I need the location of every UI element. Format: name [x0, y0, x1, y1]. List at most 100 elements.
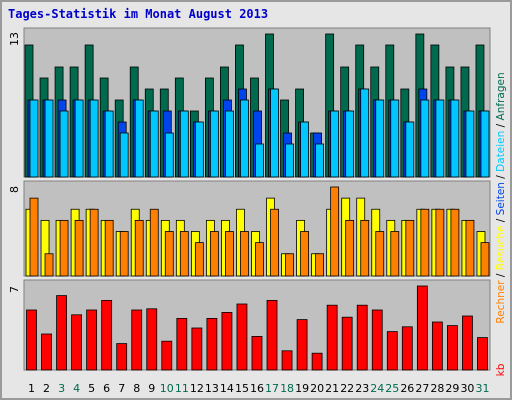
- rechner-bar-20: [315, 253, 325, 277]
- dateien-bar-25: [390, 99, 400, 178]
- dateien-bar-12: [194, 121, 204, 178]
- day-label-29: 29: [445, 382, 459, 395]
- dateien-bar-5: [89, 99, 99, 178]
- day-label-27: 27: [415, 382, 429, 395]
- dateien-bar-9: [149, 110, 159, 178]
- dateien-bar-11: [179, 110, 189, 178]
- kb-bar-23: [356, 304, 368, 371]
- kb-bar-14: [221, 311, 233, 371]
- kb-bar-8: [131, 309, 143, 371]
- dateien-bar-20: [315, 143, 325, 178]
- day-label-1: 1: [28, 382, 35, 395]
- rechner-bar-19: [300, 231, 309, 277]
- dateien-bar-30: [465, 110, 475, 178]
- kb-bar-29: [447, 325, 458, 371]
- day-label-11: 11: [175, 382, 189, 395]
- rechner-bar-6: [104, 219, 114, 277]
- kb-bar-11: [176, 317, 188, 371]
- dateien-bar-17: [270, 88, 279, 178]
- day-label-28: 28: [430, 382, 444, 395]
- rechner-bar-13: [209, 231, 219, 277]
- rechner-bar-2: [44, 253, 54, 277]
- legend-dateien: Dateien: [495, 131, 507, 172]
- rechner-bar-23: [360, 219, 370, 277]
- day-label-24: 24: [370, 382, 384, 395]
- kb-bar-28: [431, 321, 443, 371]
- dateien-bar-2: [44, 99, 54, 178]
- dateien-bar-7: [119, 132, 129, 178]
- kb-bar-12: [191, 327, 203, 371]
- kb-bar-26: [401, 326, 413, 371]
- kb-bar-9: [146, 308, 158, 371]
- rechner-bar-15: [240, 231, 249, 277]
- kb-bar-16: [251, 335, 263, 371]
- day-label-15: 15: [235, 382, 249, 395]
- day-label-23: 23: [355, 382, 369, 395]
- dateien-bar-16: [255, 143, 264, 178]
- kb-bar-31: [477, 337, 488, 371]
- kb-bar-3: [56, 295, 67, 371]
- rechner-bar-18: [285, 253, 294, 277]
- kb-bar-25: [386, 331, 398, 371]
- rechner-bar-22: [345, 219, 355, 277]
- dateien-bar-27: [420, 99, 430, 178]
- rechner-bar-8: [134, 219, 144, 277]
- kb-bar-6: [101, 299, 113, 371]
- legend-seiten: Seiten: [495, 182, 507, 215]
- kb-bar-1: [26, 309, 37, 371]
- day-label-16: 16: [250, 382, 264, 395]
- rechner-bar-9: [149, 208, 159, 277]
- right-legend-upper-separator: /: [495, 120, 507, 130]
- dateien-bar-26: [405, 121, 415, 178]
- right-legend-upper-separator: /: [495, 215, 507, 225]
- day-label-3: 3: [58, 382, 65, 395]
- kb-bar-21: [326, 304, 338, 371]
- kb-bar-22: [341, 316, 353, 371]
- kb-bar-20: [311, 352, 323, 371]
- rechner-bar-7: [119, 231, 129, 277]
- right-legend-upper-separator: /: [495, 172, 507, 182]
- rechner-bar-14: [225, 231, 234, 277]
- day-label-31: 31: [475, 382, 489, 395]
- day-label-4: 4: [73, 382, 80, 395]
- dateien-bar-22: [345, 110, 355, 178]
- kb-bar-24: [371, 309, 383, 371]
- dateien-bar-14: [225, 110, 234, 178]
- kb-bar-19: [296, 319, 308, 371]
- legend-besuche: Besuche: [495, 226, 507, 271]
- kb-bar-7: [116, 343, 128, 371]
- rechner-bar-30: [465, 219, 475, 277]
- middle-max-label: 8: [8, 186, 21, 193]
- legend-anfragen: Anfragen: [495, 72, 507, 120]
- legend-kb: kb: [495, 363, 507, 376]
- day-label-20: 20: [310, 382, 324, 395]
- dateien-bar-4: [74, 99, 84, 178]
- rechner-bar-28: [435, 208, 445, 277]
- dateien-bar-28: [435, 99, 445, 178]
- rechner-bar-31: [480, 242, 490, 277]
- kb-bar-4: [71, 314, 82, 371]
- day-label-25: 25: [385, 382, 399, 395]
- dateien-bar-8: [134, 99, 144, 178]
- day-label-12: 12: [190, 382, 204, 395]
- rechner-bar-16: [255, 242, 264, 277]
- day-label-7: 7: [118, 382, 125, 395]
- rechner-bar-26: [405, 219, 415, 277]
- day-label-14: 14: [220, 382, 234, 395]
- kb-bar-5: [86, 309, 98, 371]
- rechner-bar-29: [450, 208, 460, 277]
- rechner-bar-24: [375, 231, 385, 277]
- day-label-10: 10: [160, 382, 174, 395]
- rechner-bar-5: [89, 208, 99, 277]
- right-legend-kb: kb: [495, 363, 507, 376]
- rechner-bar-11: [179, 231, 189, 277]
- dateien-bar-1: [29, 99, 39, 178]
- day-label-6: 6: [103, 382, 110, 395]
- kb-bar-17: [266, 299, 278, 371]
- dateien-bar-6: [104, 110, 114, 178]
- rechner-bar-17: [270, 208, 279, 277]
- right-legend-upper-separator: /: [495, 270, 507, 280]
- top-max-label: 13: [8, 32, 21, 46]
- day-label-26: 26: [400, 382, 414, 395]
- dateien-bar-29: [450, 99, 460, 178]
